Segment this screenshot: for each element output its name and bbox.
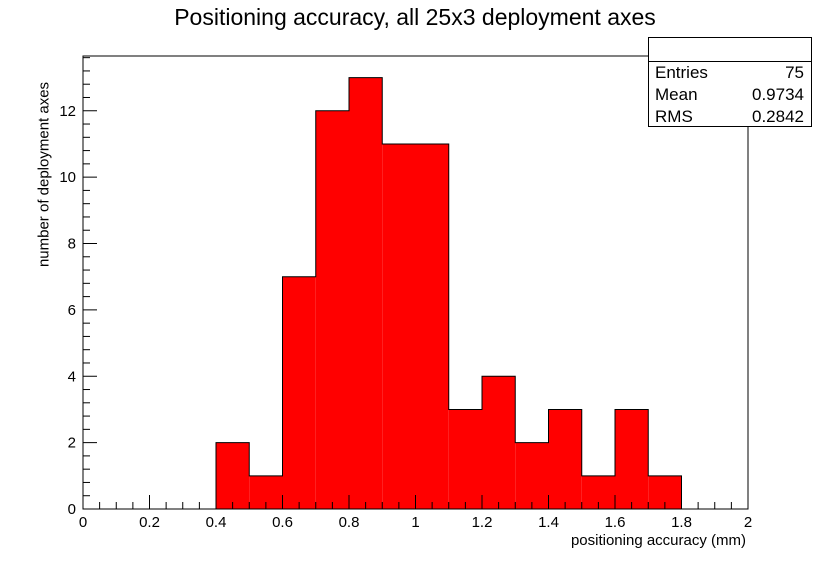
y-axis-label: number of deployment axes (35, 81, 53, 268)
histogram-bar (216, 442, 250, 509)
plot-axes: 0 0.2 0.4 0.6 0.8 1 1.2 1.4 1.6 1.8 2 0 2 4 6 8 10 12 (59, 55, 752, 531)
x-tick-label: 1.2 (472, 514, 493, 531)
stats-mean-label: Mean (655, 85, 698, 104)
x-tick-label: 1.8 (671, 514, 692, 531)
y-tick-label: 10 (59, 169, 76, 186)
y-tick-label: 4 (68, 368, 76, 385)
x-tick-label: 0.6 (272, 514, 293, 531)
histogram-bar (382, 143, 416, 509)
stats-row-entries: Entries 75 (649, 62, 811, 84)
histogram-bar (548, 409, 582, 509)
y-tick-label: 2 (68, 435, 76, 452)
x-tick-label: 0 (79, 514, 87, 531)
histogram-bar (482, 376, 516, 509)
stats-box-header (649, 38, 811, 62)
histogram-outline (215, 77, 682, 509)
stats-box: Entries 75 Mean 0.9734 RMS 0.2842 (648, 37, 812, 127)
chart-title: Positioning accuracy, all 25x3 deploymen… (174, 4, 656, 30)
histogram-bar (615, 409, 649, 509)
x-tick-label: 0.4 (206, 514, 227, 531)
stats-row-rms: RMS 0.2842 (649, 106, 811, 128)
x-tick-label: 0.2 (139, 514, 160, 531)
histogram-bar (315, 110, 349, 509)
histogram-bar (448, 409, 482, 509)
y-tick-label: 6 (68, 302, 76, 319)
histogram-bar (282, 276, 316, 509)
stats-row-mean: Mean 0.9734 (649, 84, 811, 106)
stats-mean-value: 0.9734 (752, 85, 804, 104)
y-tick-label: 0 (68, 501, 76, 518)
histogram-bar (349, 77, 383, 510)
x-tick-label: 0.8 (339, 514, 360, 531)
x-tick-label: 1 (411, 514, 419, 531)
y-tick-label: 8 (68, 236, 76, 253)
x-tick-label: 1.6 (605, 514, 626, 531)
stats-entries-label: Entries (655, 63, 708, 82)
stats-rms-label: RMS (655, 107, 693, 126)
x-tick-label: 2 (744, 514, 752, 531)
y-tick-label: 12 (59, 103, 76, 120)
stats-entries-value: 75 (785, 63, 804, 82)
x-axis-label: positioning accuracy (mm) (570, 532, 746, 549)
x-tick-label: 1.4 (538, 514, 559, 531)
stats-rms-value: 0.2842 (752, 107, 804, 126)
histogram-bar (415, 143, 449, 509)
histogram-bar (515, 442, 549, 509)
histogram-bars (215, 77, 682, 510)
